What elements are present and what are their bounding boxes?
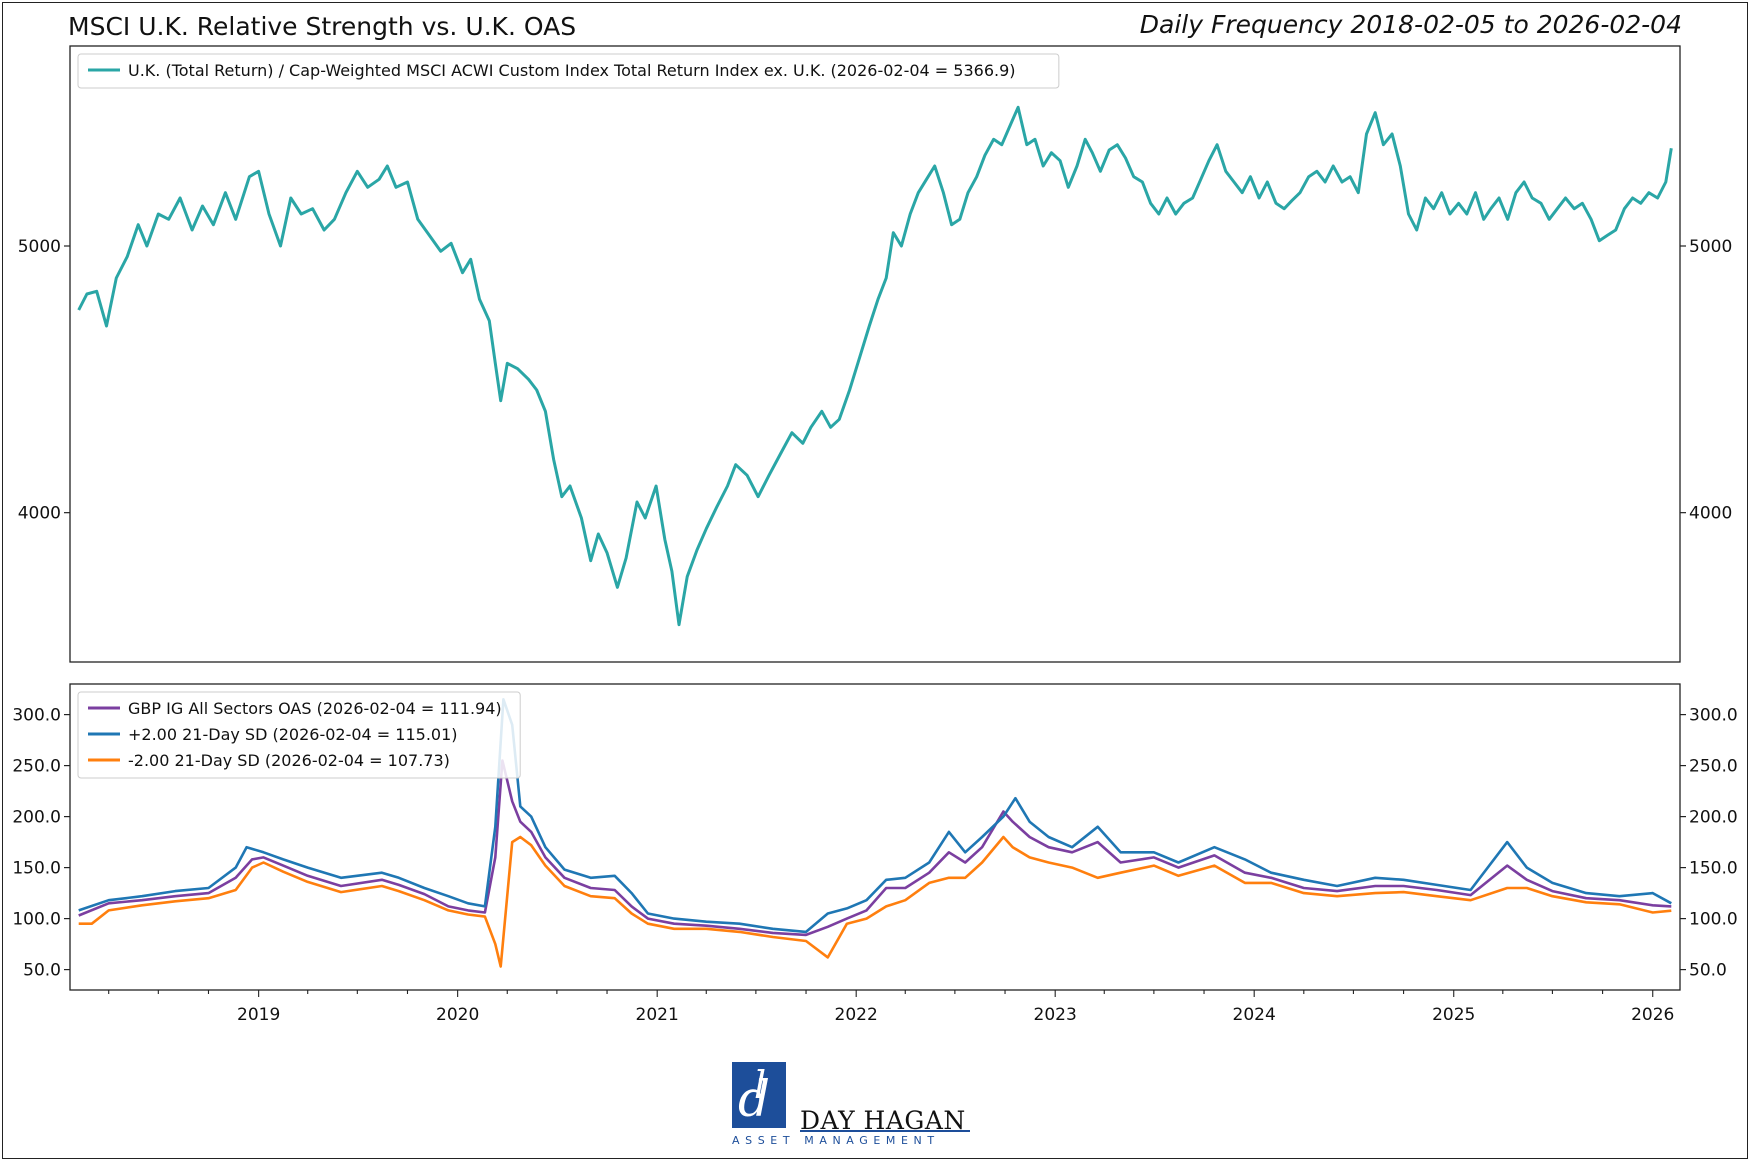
- top-panel: 4000 4000 5000 5000 U.K. (Total Return) / Ca…: [18, 45, 1732, 663]
- svg-text:d: d: [738, 1070, 770, 1128]
- legend: GBP IG All Sectors OAS (2026-02-04 = 111…: [77, 691, 521, 779]
- series-line-2: [78, 835, 1672, 968]
- svg-text:l: l: [754, 1063, 766, 1107]
- ytick-label-left: 4000: [18, 504, 61, 524]
- ytick-label-right: 4000: [1689, 504, 1732, 524]
- ytick-label-left: 50.0: [23, 961, 61, 981]
- logo-tagline: ASSET MANAGEMENT: [732, 1134, 940, 1147]
- legend-label: U.K. (Total Return) / Cap-Weighted MSCI …: [128, 61, 1016, 80]
- day-hagan-logo: d l DAY HAGAN ASSET MANAGEMENT: [732, 1062, 972, 1148]
- xtick-label: 2024: [1233, 1005, 1276, 1025]
- ytick-label-right: 100.0: [1689, 910, 1738, 930]
- chart-date-range: Daily Frequency 2018-02-05 to 2026-02-04: [1139, 10, 1682, 39]
- ytick-label-left: 300.0: [12, 706, 61, 726]
- xtick-label: 2022: [835, 1005, 878, 1025]
- legend-label: GBP IG All Sectors OAS (2026-02-04 = 111…: [128, 699, 502, 718]
- series-line-0: [77, 105, 1673, 627]
- xtick-label: 2021: [636, 1005, 679, 1025]
- legend-label: +2.00 21-Day SD (2026-02-04 = 115.01): [128, 725, 458, 744]
- ytick-label-right: 250.0: [1689, 757, 1738, 777]
- legend-box: [77, 691, 521, 779]
- ytick-label-left: 5000: [18, 237, 61, 257]
- legend-label: -2.00 21-Day SD (2026-02-04 = 107.73): [128, 751, 450, 770]
- bottom-panel: 50.0 50.0 100.0 100.0 150.0 150.0 200.0 200.0 25…: [12, 683, 1738, 1025]
- ytick-label-right: 5000: [1689, 237, 1732, 257]
- ytick-label-right: 300.0: [1689, 706, 1738, 726]
- xtick-label: 2023: [1034, 1005, 1077, 1025]
- dh-monogram-icon: d l: [732, 1062, 786, 1128]
- series-line-1: [78, 698, 1672, 934]
- chart-title: MSCI U.K. Relative Strength vs. U.K. OAS: [68, 12, 577, 41]
- legend-box: [77, 53, 1060, 89]
- xtick-label: 2019: [237, 1005, 280, 1025]
- plot-area-1: [69, 683, 1681, 991]
- logo-rule: [800, 1130, 970, 1132]
- ytick-label-left: 200.0: [12, 808, 61, 828]
- ytick-label-left: 250.0: [12, 757, 61, 777]
- plot-area-0: [69, 45, 1681, 663]
- xtick-label: 2026: [1631, 1005, 1674, 1025]
- series-line-0: [78, 759, 1672, 937]
- ytick-label-right: 50.0: [1689, 961, 1727, 981]
- xtick-label: 2025: [1432, 1005, 1475, 1025]
- legend: U.K. (Total Return) / Cap-Weighted MSCI …: [77, 53, 1060, 89]
- ytick-label-right: 150.0: [1689, 859, 1738, 879]
- ytick-label-left: 100.0: [12, 910, 61, 930]
- ytick-label-right: 200.0: [1689, 808, 1738, 828]
- ytick-label-left: 150.0: [12, 859, 61, 879]
- xtick-label: 2020: [436, 1005, 479, 1025]
